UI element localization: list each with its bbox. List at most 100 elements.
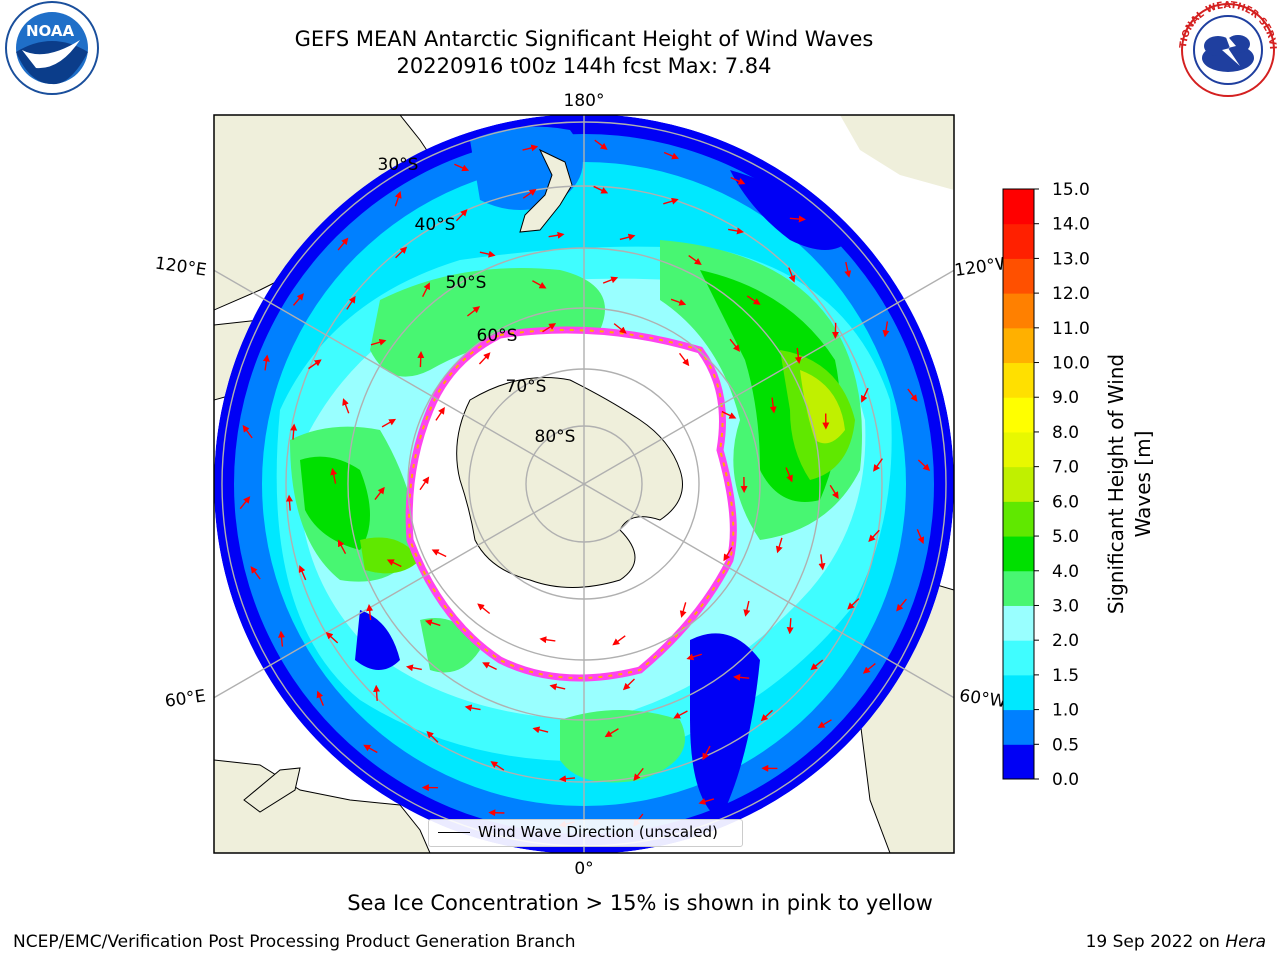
wave-direction-arrow bbox=[431, 549, 447, 558]
colorbar-segment bbox=[1003, 189, 1034, 225]
colorbar-tick-label: 14.0 bbox=[1052, 215, 1090, 235]
wave-direction-arrow bbox=[532, 726, 549, 734]
colorbar-segment bbox=[1003, 431, 1034, 468]
wave-direction-arrow bbox=[728, 227, 745, 235]
colorbar-segment bbox=[1003, 744, 1034, 780]
wave-direction-arrow bbox=[896, 598, 907, 612]
wave-direction-arrow bbox=[522, 188, 537, 199]
wave-direction-arrow bbox=[290, 423, 298, 440]
wave-direction-arrow bbox=[478, 352, 491, 365]
wave-direction-arrow bbox=[810, 659, 824, 671]
wave-direction-arrow bbox=[337, 237, 349, 251]
wave-direction-arrow bbox=[775, 537, 783, 554]
wave-direction-arrow bbox=[363, 744, 378, 754]
wave-direction-arrow bbox=[829, 484, 839, 499]
wave-direction-arrow bbox=[346, 295, 356, 310]
nws-logo: NATIONAL WEATHER SERVICE bbox=[0, 0, 1278, 97]
lon-label-180: 180° bbox=[564, 91, 605, 111]
wave-direction-arrow bbox=[366, 603, 374, 621]
wave-direction-arrow bbox=[604, 728, 619, 738]
lat-label-40s: 40°S bbox=[415, 215, 456, 235]
colorbar-tick-label: 8.0 bbox=[1052, 423, 1079, 443]
wave-direction-arrow bbox=[907, 388, 918, 402]
wave-direction-arrow bbox=[426, 731, 439, 743]
wave-direction-arrow bbox=[729, 338, 741, 352]
wave-direction-arrow bbox=[847, 598, 860, 610]
wave-direction-arrow bbox=[686, 653, 702, 661]
colorbar-segment bbox=[1003, 466, 1034, 502]
legend-label: Wind Wave Direction (unscaled) bbox=[478, 823, 718, 841]
wave-direction-arrow bbox=[721, 410, 737, 419]
wave-direction-arrow bbox=[788, 267, 796, 283]
title-line-2: 20220916 t00z 144h fcst Max: 7.84 bbox=[396, 54, 772, 78]
wave-direction-arrow bbox=[633, 767, 644, 782]
colorbar-segment bbox=[1003, 258, 1034, 294]
wave-direction-arrow bbox=[477, 603, 491, 615]
wave-direction-arrow bbox=[673, 710, 688, 719]
wave-direction-arrow bbox=[873, 458, 883, 472]
wave-direction-arrow bbox=[663, 197, 679, 205]
wave-direction-arrow bbox=[374, 486, 385, 501]
colorbar-label: Significant Height of Wind Waves [m] bbox=[1104, 353, 1155, 615]
colorbar-segment bbox=[1003, 709, 1034, 745]
wave-direction-arrow bbox=[239, 496, 251, 510]
wave-direction-arrow bbox=[549, 683, 566, 691]
wave-direction-arrow bbox=[817, 719, 832, 729]
map-legend: Wind Wave Direction (unscaled) bbox=[428, 819, 743, 847]
wave-direction-arrow bbox=[466, 306, 481, 317]
colorbar-tick-label: 6.0 bbox=[1052, 492, 1079, 512]
colorbar-segment bbox=[1003, 223, 1034, 259]
wave-direction-arrow bbox=[250, 566, 261, 580]
wave-direction-arrow bbox=[785, 467, 793, 483]
lat-label-80s: 80°S bbox=[535, 427, 576, 447]
colorbar-segment bbox=[1003, 605, 1034, 641]
colorbar-tick-label: 1.5 bbox=[1052, 666, 1079, 686]
wave-direction-arrow bbox=[435, 407, 445, 421]
wave-direction-arrow bbox=[882, 321, 890, 338]
wave-direction-arrow bbox=[292, 293, 304, 306]
colorbar-tick-label: 13.0 bbox=[1052, 249, 1090, 269]
wave-direction-arrow bbox=[663, 151, 679, 160]
lon-label-120e: 120°E bbox=[154, 254, 208, 281]
wave-direction-arrow bbox=[743, 600, 751, 617]
wave-direction-arrow bbox=[424, 619, 441, 627]
wave-direction-arrow bbox=[298, 565, 307, 581]
colorbar-tick-label: 2.0 bbox=[1052, 631, 1079, 651]
colorbar-tick-label: 10.0 bbox=[1052, 354, 1090, 374]
land-madagascar bbox=[243, 767, 301, 813]
wave-direction-arrow bbox=[308, 359, 322, 370]
wave-direction-arrow bbox=[789, 215, 806, 223]
colorbar-segment bbox=[1003, 362, 1034, 398]
wave-direction-arrow bbox=[490, 761, 505, 771]
wave-direction-arrow bbox=[916, 529, 925, 545]
wave-direction-arrow bbox=[818, 554, 826, 571]
wave-direction-arrow bbox=[844, 261, 852, 278]
wave-direction-arrow bbox=[594, 139, 608, 150]
credit-system: Hera bbox=[1225, 932, 1266, 952]
wave-direction-arrow bbox=[316, 690, 324, 706]
noaa-logo: NOAA bbox=[5, 1, 99, 95]
wave-direction-arrow bbox=[532, 280, 547, 289]
wave-direction-arrow bbox=[622, 678, 635, 691]
wave-direction-arrow bbox=[242, 424, 253, 439]
colorbar-frame bbox=[1002, 188, 1035, 780]
wave-direction-arrow bbox=[730, 176, 746, 185]
colorbar-segment bbox=[1003, 327, 1034, 364]
colorbar-tick-label: 11.0 bbox=[1052, 319, 1090, 339]
colorbar-tick-label: 4.0 bbox=[1052, 562, 1079, 582]
nws-logo-text: NATIONAL WEATHER SERVICE bbox=[0, 0, 1278, 50]
colorbar-tick-label: 5.0 bbox=[1052, 527, 1079, 547]
wave-direction-arrow bbox=[558, 775, 576, 783]
wave-direction-arrow bbox=[394, 191, 402, 207]
land-misc-topright bbox=[840, 115, 954, 190]
wave-direction-arrow bbox=[619, 233, 636, 241]
colorbar-segment bbox=[1003, 397, 1034, 433]
wave-direction-arrow bbox=[548, 231, 565, 239]
lon-label-60e: 60°E bbox=[164, 686, 207, 711]
wave-direction-arrow bbox=[723, 547, 733, 562]
colorbar-tick-label: 7.0 bbox=[1052, 458, 1079, 478]
land-new-zealand bbox=[519, 148, 573, 233]
colorbar-tick-label: 12.0 bbox=[1052, 284, 1090, 304]
wave-direction-arrow bbox=[794, 347, 802, 364]
colorbar-tick-label: 0.5 bbox=[1052, 735, 1079, 755]
